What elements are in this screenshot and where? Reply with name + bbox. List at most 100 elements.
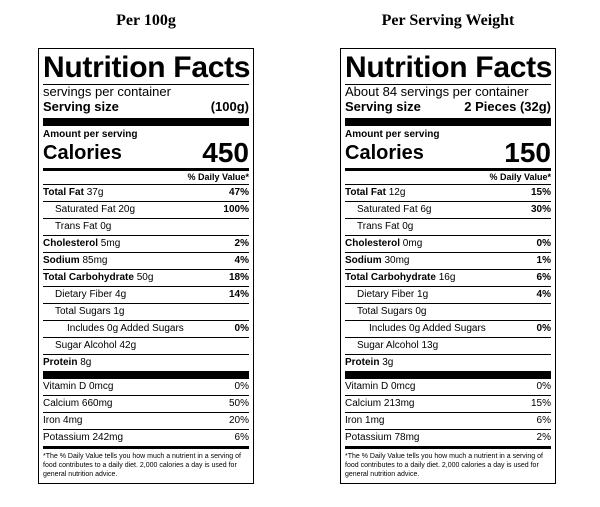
nutrient-label: Cholesterol [43,238,99,249]
serving-size-label: Serving size [345,99,421,114]
nutrient-row-total-fat: Total Fat 37g 47% [43,184,249,201]
nutrient-dv: 2% [234,238,249,249]
nutrient-text: 1mg [365,415,385,426]
nutrient-row-saturated-fat: Saturated Fat 20g 100% [43,201,249,218]
nutrient-row-protein: Protein 8g [43,354,249,371]
vitamin-row-calcium: Calcium 213mg 15% [345,395,551,412]
nutrient-row-dietary-fiber: Dietary Fiber 1g 4% [345,286,551,303]
nutrient-amount: 20g [118,204,136,215]
nutrient-amount: 4g [115,289,127,300]
nutrient-text: Vitamin D [43,381,87,392]
daily-value-footnote: *The % Daily Value tells you how much a … [43,453,241,478]
nutrient-row-total-carbohydrate: Total Carbohydrate 50g 18% [43,269,249,286]
nutrient-row-dietary-fiber: Dietary Fiber 4g 14% [43,286,249,303]
nutrient-text: 2% [536,432,551,443]
nutrient-label: Total Fat [43,187,84,198]
nutrient-label: Added Sugars [120,323,184,334]
nutrient-dv: 4% [234,255,249,266]
nutrient-dv: 15% [530,187,551,198]
calories-value: 450 [202,137,249,168]
nutrient-text: 0mcg [88,381,114,392]
divider [43,168,249,171]
nutrient-text: 6% [536,415,551,426]
heading-per-serving: Per Serving Weight [381,12,515,29]
nutrition-panel-per-100g: Nutrition Facts servings per container S… [38,48,254,484]
nutrient-amount: 50g [136,272,154,283]
vitamin-row-potassium: Potassium 78mg 2% [345,429,551,446]
nutrient-dv: 47% [228,187,249,198]
nutrient-amount: 0g [409,323,421,334]
nutrient-row-trans-fat: Trans Fat 0g [43,218,249,235]
vitamin-row-iron: Iron 4mg 20% [43,412,249,429]
nutrient-row-total-sugars: Total Sugars 1g [43,303,249,320]
nutrient-text: 0mcg [390,381,416,392]
nutrient-text: 20% [228,415,249,426]
nutrient-dv: 100% [223,204,249,215]
nutrient-row-sodium: Sodium 30mg 1% [345,252,551,269]
divider [345,118,551,126]
nutrient-row-total-sugars: Total Sugars 0g [345,303,551,320]
nutrient-amount: 16g [438,272,456,283]
nutrient-dv: 0% [234,323,249,334]
nutrient-label: Trans Fat [55,221,98,232]
nutrient-text: Vitamin D [345,381,389,392]
vitamin-row-potassium: Potassium 242mg 6% [43,429,249,446]
vitamin-row-vitamin-d: Vitamin D 0mcg 0% [345,379,551,395]
daily-value-header: % Daily Value* [187,172,249,182]
nutrient-amount: 1g [417,289,429,300]
divider [345,446,551,449]
nutrient-text: Calcium [345,398,382,409]
nutrient-label: Protein [345,357,380,368]
nutrient-amount: 13g [421,340,439,351]
nutrient-amount: 0g [415,306,427,317]
serving-size-value: (100g) [210,99,249,114]
nutrient-dv: 18% [228,272,249,283]
servings-per-container: servings per container [43,84,171,99]
nutrient-amount: 0g [402,221,414,232]
nutrient-dv: 0% [536,323,551,334]
nutrient-row-sugar-alcohol: Sugar Alcohol 42g [43,337,249,354]
nutrient-text: Potassium [43,432,90,443]
divider [43,118,249,126]
serving-size-row: Serving size (100g) [43,99,249,115]
nutrient-row-saturated-fat: Saturated Fat 6g 30% [345,201,551,218]
nutrient-label: Includes [369,323,407,334]
divider [43,446,249,449]
nutrient-amount: 5mg [100,238,121,249]
nutrient-dv: 30% [530,204,551,215]
nutrient-text: 50% [228,398,249,409]
nutrient-amount: 0g [100,221,112,232]
nutrient-label: Total Sugars [357,306,413,317]
nutrient-row-cholesterol: Cholesterol 5mg 2% [43,235,249,252]
daily-value-header: % Daily Value* [489,172,551,182]
nutrient-row-protein: Protein 3g [345,354,551,371]
nutrient-text: 0% [234,381,249,392]
amount-per-serving: Amount per serving [43,129,138,140]
panel-title: Nutrition Facts [43,51,251,84]
serving-size-label: Serving size [43,99,119,114]
nutrient-text: 0% [536,381,551,392]
calories-value: 150 [504,137,551,168]
nutrient-text: Iron [43,415,61,426]
nutrient-row-total-carbohydrate: Total Carbohydrate 16g 6% [345,269,551,286]
amount-per-serving: Amount per serving [345,129,440,140]
nutrient-label: Includes [67,323,105,334]
nutrient-amount: 3g [382,357,394,368]
nutrient-dv: 14% [228,289,249,300]
nutrient-text: 242mg [92,432,124,443]
nutrient-label: Dietary Fiber [357,289,415,300]
nutrient-text: Iron [345,415,363,426]
nutrient-text: 6% [234,432,249,443]
nutrient-label: Added Sugars [422,323,486,334]
calories-label: Calories [345,142,424,164]
nutrient-label: Sodium [345,255,382,266]
nutrient-label: Trans Fat [357,221,400,232]
nutrient-text: Calcium [43,398,80,409]
nutrient-amount: 6g [420,204,432,215]
nutrient-dv: 1% [536,255,551,266]
nutrient-label: Total Carbohydrate [345,272,436,283]
nutrient-amount: 85mg [82,255,108,266]
nutrient-amount: 37g [86,187,104,198]
vitamin-row-iron: Iron 1mg 6% [345,412,551,429]
nutrient-row-sugar-alcohol: Sugar Alcohol 13g [345,337,551,354]
